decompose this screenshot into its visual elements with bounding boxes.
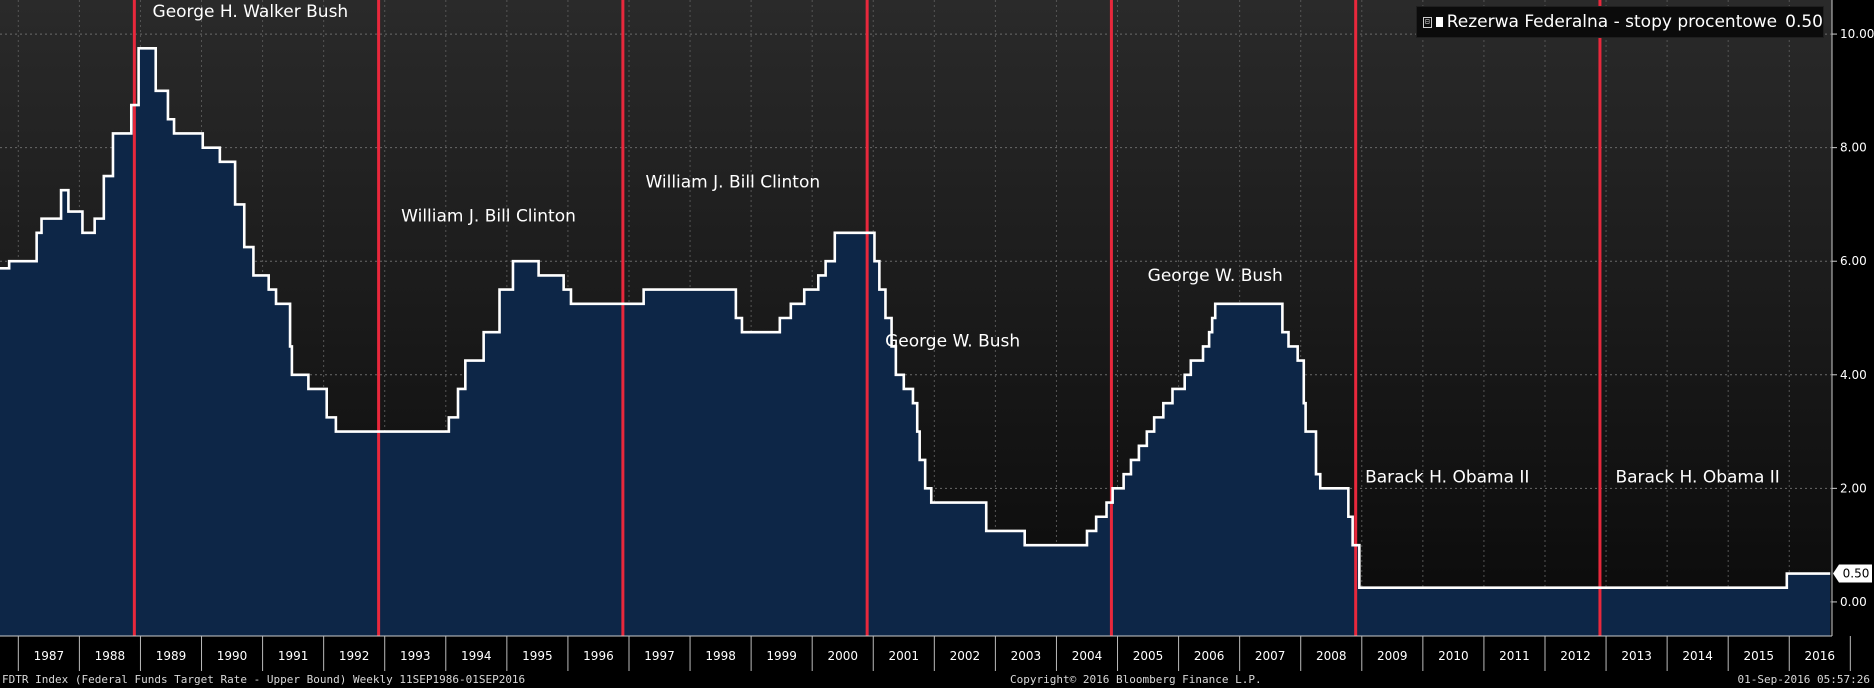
president-annotation: George W. Bush — [1148, 266, 1283, 286]
series-area — [0, 48, 1831, 636]
x-tick-label: 2006 — [1194, 649, 1225, 663]
legend-swatch — [1435, 17, 1443, 27]
x-tick-label: 2007 — [1255, 649, 1286, 663]
x-tick-label: 1996 — [583, 649, 614, 663]
legend-label: Rezerwa Federalna - stopy procentowe — [1446, 12, 1778, 32]
x-tick-label: 2004 — [1072, 649, 1103, 663]
x-tick-label: 2015 — [1743, 649, 1774, 663]
x-tick-label: 2005 — [1133, 649, 1164, 663]
president-annotation: William J. Bill Clinton — [401, 206, 576, 226]
president-annotation: Barack H. Obama II — [1365, 468, 1529, 488]
current-value-badge — [1833, 564, 1872, 583]
x-tick-label: 1989 — [156, 649, 187, 663]
x-tick-label: 2014 — [1682, 649, 1713, 663]
current-value-label: 0.50 — [1843, 567, 1870, 581]
president-annotation: George H. Walker Bush — [153, 2, 349, 22]
x-tick-label: 2013 — [1621, 649, 1652, 663]
x-tick-label: 1991 — [278, 649, 309, 663]
x-tick-label: 2002 — [950, 649, 981, 663]
x-tick-label: 2010 — [1438, 649, 1469, 663]
x-tick-label: 1997 — [644, 649, 675, 663]
y-axis: 0.00 2.00 4.00 6.00 8.00 10.00 0.50 — [1831, 0, 1874, 636]
y-tick-label: 4.00 — [1840, 368, 1867, 382]
x-tick-label: 2016 — [1805, 649, 1836, 663]
footer: FDTR Index (Federal Funds Target Rate - … — [0, 671, 1874, 688]
rate-area — [0, 48, 1831, 636]
y-tick-label: 2.00 — [1840, 481, 1867, 495]
legend: ⊟ Rezerwa Federalna - stopy procentowe 0… — [1416, 6, 1824, 38]
x-tick-label: 2000 — [827, 649, 858, 663]
x-tick-label: 1987 — [34, 649, 65, 663]
legend-value: 0.50 — [1785, 12, 1823, 32]
y-tick-label: 8.00 — [1840, 141, 1867, 155]
president-annotation: William J. Bill Clinton — [645, 172, 820, 192]
x-tick-label: 1999 — [766, 649, 797, 663]
x-axis: 1987 1988 1989 1990 1991 1992 1993 1994 1995 1996… — [0, 635, 1851, 671]
y-tick-label: 6.00 — [1840, 254, 1867, 268]
footer-copyright: Copyright© 2016 Bloomberg Finance L.P. — [1010, 673, 1262, 686]
x-tick-label: 1998 — [705, 649, 736, 663]
x-tick-label: 1992 — [339, 649, 370, 663]
y-tick-label: 10.00 — [1840, 27, 1874, 41]
x-tick-label: 2001 — [889, 649, 920, 663]
footer-index-description: FDTR Index (Federal Funds Target Rate - … — [2, 673, 526, 686]
x-axis-band — [0, 636, 1832, 671]
footer-timestamp: 01-Sep-2016 05:57:26 — [1737, 673, 1870, 686]
rate-line — [0, 46, 1831, 590]
x-tick-label: 1994 — [461, 649, 492, 663]
x-tick-label: 2011 — [1499, 649, 1530, 663]
x-tick-label: 2012 — [1560, 649, 1591, 663]
president-annotations: George H. Walker Bush William J. Bill Cli… — [153, 2, 1780, 488]
president-annotation: George W. Bush — [885, 331, 1020, 351]
legend-toggle-icon[interactable]: ⊟ — [1423, 16, 1432, 28]
x-tick-label: 1995 — [522, 649, 553, 663]
president-annotation: Barack H. Obama II — [1615, 468, 1779, 488]
series-line — [0, 46, 1831, 590]
x-tick-label: 1988 — [95, 649, 126, 663]
x-tick-label: 2008 — [1316, 649, 1347, 663]
x-tick-label: 1993 — [400, 649, 431, 663]
x-tick-label: 1990 — [217, 649, 248, 663]
x-tick-label: 2003 — [1011, 649, 1042, 663]
y-tick-label: 0.00 — [1840, 595, 1867, 609]
x-tick-label: 2009 — [1377, 649, 1408, 663]
rate-chart-plot: George H. Walker Bush William J. Bill Cli… — [0, 0, 1874, 671]
